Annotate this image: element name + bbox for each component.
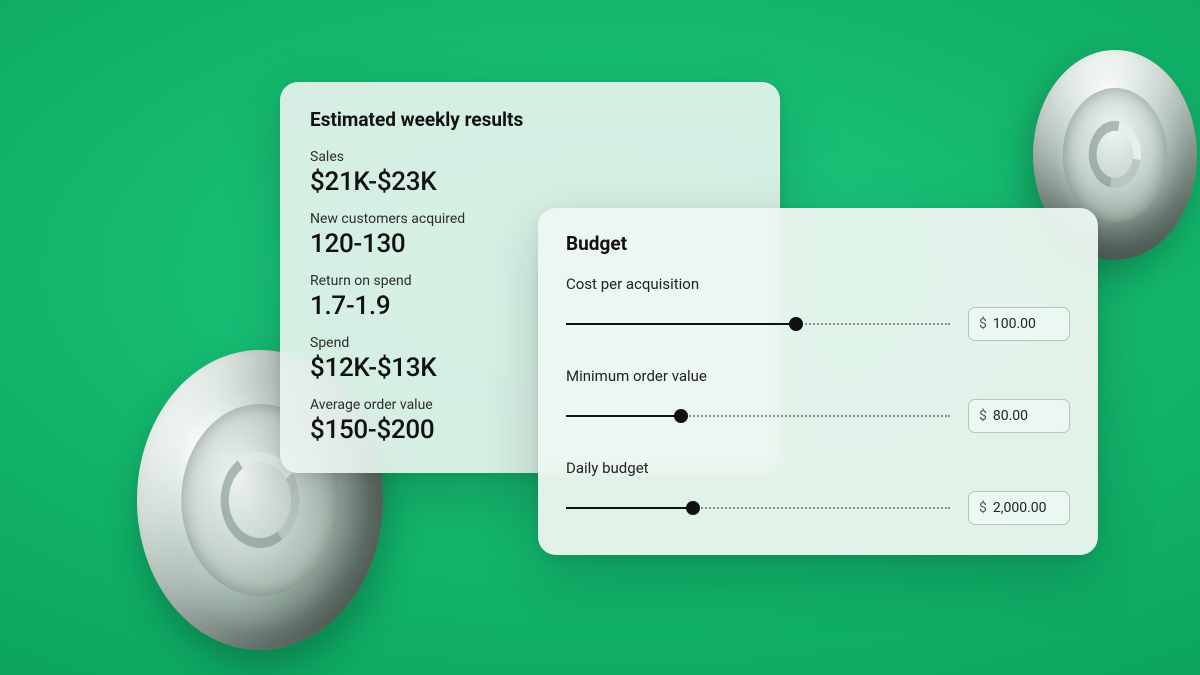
- slider-cpa-fill: [566, 323, 796, 325]
- slider-cpa-track[interactable]: [566, 317, 950, 331]
- metric-sales-label: Sales: [310, 149, 750, 165]
- slider-db-fill: [566, 507, 693, 509]
- slider-mov-label: Minimum order value: [566, 367, 1070, 385]
- slider-db: Daily budget $ 2,000.00: [566, 459, 1070, 525]
- currency-symbol: $: [979, 500, 987, 516]
- currency-symbol: $: [979, 408, 987, 424]
- slider-mov-fill: [566, 415, 681, 417]
- slider-cpa-input[interactable]: $ 100.00: [968, 307, 1070, 341]
- slider-mov-thumb[interactable]: [674, 409, 688, 423]
- slider-cpa: Cost per acquisition $ 100.00: [566, 275, 1070, 341]
- budget-title: Budget: [566, 232, 1070, 255]
- slider-mov: Minimum order value $ 80.00: [566, 367, 1070, 433]
- slider-mov-input[interactable]: $ 80.00: [968, 399, 1070, 433]
- slider-db-track[interactable]: [566, 501, 950, 515]
- currency-symbol: $: [979, 316, 987, 332]
- slider-mov-track[interactable]: [566, 409, 950, 423]
- results-title: Estimated weekly results: [310, 108, 750, 131]
- budget-card: Budget Cost per acquisition $ 100.00 Min…: [538, 208, 1098, 555]
- metric-sales-value: $21K-$23K: [310, 167, 750, 197]
- metric-sales: Sales $21K-$23K: [310, 149, 750, 197]
- slider-db-value: 2,000.00: [993, 500, 1047, 516]
- slider-cpa-value: 100.00: [993, 316, 1036, 332]
- slider-db-label: Daily budget: [566, 459, 1070, 477]
- slider-cpa-label: Cost per acquisition: [566, 275, 1070, 293]
- slider-cpa-thumb[interactable]: [789, 317, 803, 331]
- slider-db-input[interactable]: $ 2,000.00: [968, 491, 1070, 525]
- slider-mov-value: 80.00: [993, 408, 1028, 424]
- slider-db-thumb[interactable]: [686, 501, 700, 515]
